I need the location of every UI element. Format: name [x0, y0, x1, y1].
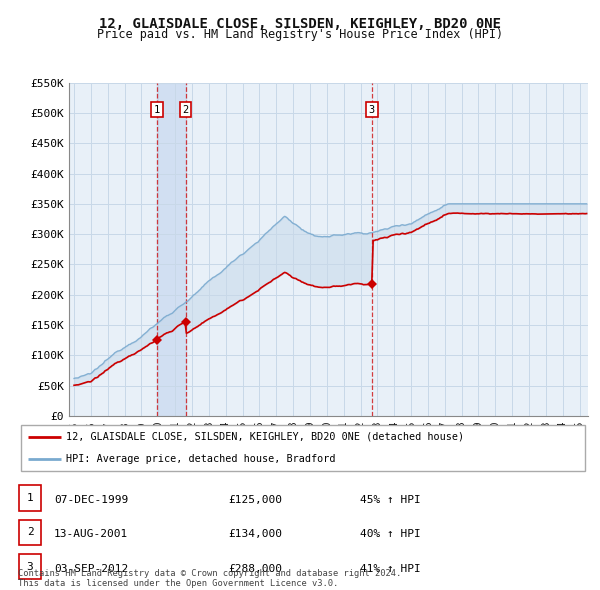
Text: 40% ↑ HPI: 40% ↑ HPI [360, 529, 421, 539]
FancyBboxPatch shape [19, 554, 41, 579]
Text: 2: 2 [26, 527, 34, 537]
Text: 45% ↑ HPI: 45% ↑ HPI [360, 495, 421, 505]
Text: 07-DEC-1999: 07-DEC-1999 [54, 495, 128, 505]
Text: £288,000: £288,000 [228, 563, 282, 573]
FancyBboxPatch shape [19, 486, 41, 511]
FancyBboxPatch shape [19, 520, 41, 545]
Text: 1: 1 [26, 493, 34, 503]
Text: £125,000: £125,000 [228, 495, 282, 505]
Text: 13-AUG-2001: 13-AUG-2001 [54, 529, 128, 539]
Text: HPI: Average price, detached house, Bradford: HPI: Average price, detached house, Brad… [67, 454, 336, 464]
FancyBboxPatch shape [21, 425, 585, 471]
Text: 3: 3 [368, 105, 375, 115]
Text: 03-SEP-2012: 03-SEP-2012 [54, 563, 128, 573]
Text: 12, GLAISDALE CLOSE, SILSDEN, KEIGHLEY, BD20 0NE (detached house): 12, GLAISDALE CLOSE, SILSDEN, KEIGHLEY, … [67, 432, 464, 442]
Text: Contains HM Land Registry data © Crown copyright and database right 2024.
This d: Contains HM Land Registry data © Crown c… [18, 569, 401, 588]
Text: 1: 1 [154, 105, 160, 115]
Text: 2: 2 [182, 105, 189, 115]
Text: 12, GLAISDALE CLOSE, SILSDEN, KEIGHLEY, BD20 0NE: 12, GLAISDALE CLOSE, SILSDEN, KEIGHLEY, … [99, 17, 501, 31]
Text: £134,000: £134,000 [228, 529, 282, 539]
Text: 3: 3 [26, 562, 34, 572]
Text: Price paid vs. HM Land Registry's House Price Index (HPI): Price paid vs. HM Land Registry's House … [97, 28, 503, 41]
Text: 41% ↑ HPI: 41% ↑ HPI [360, 563, 421, 573]
